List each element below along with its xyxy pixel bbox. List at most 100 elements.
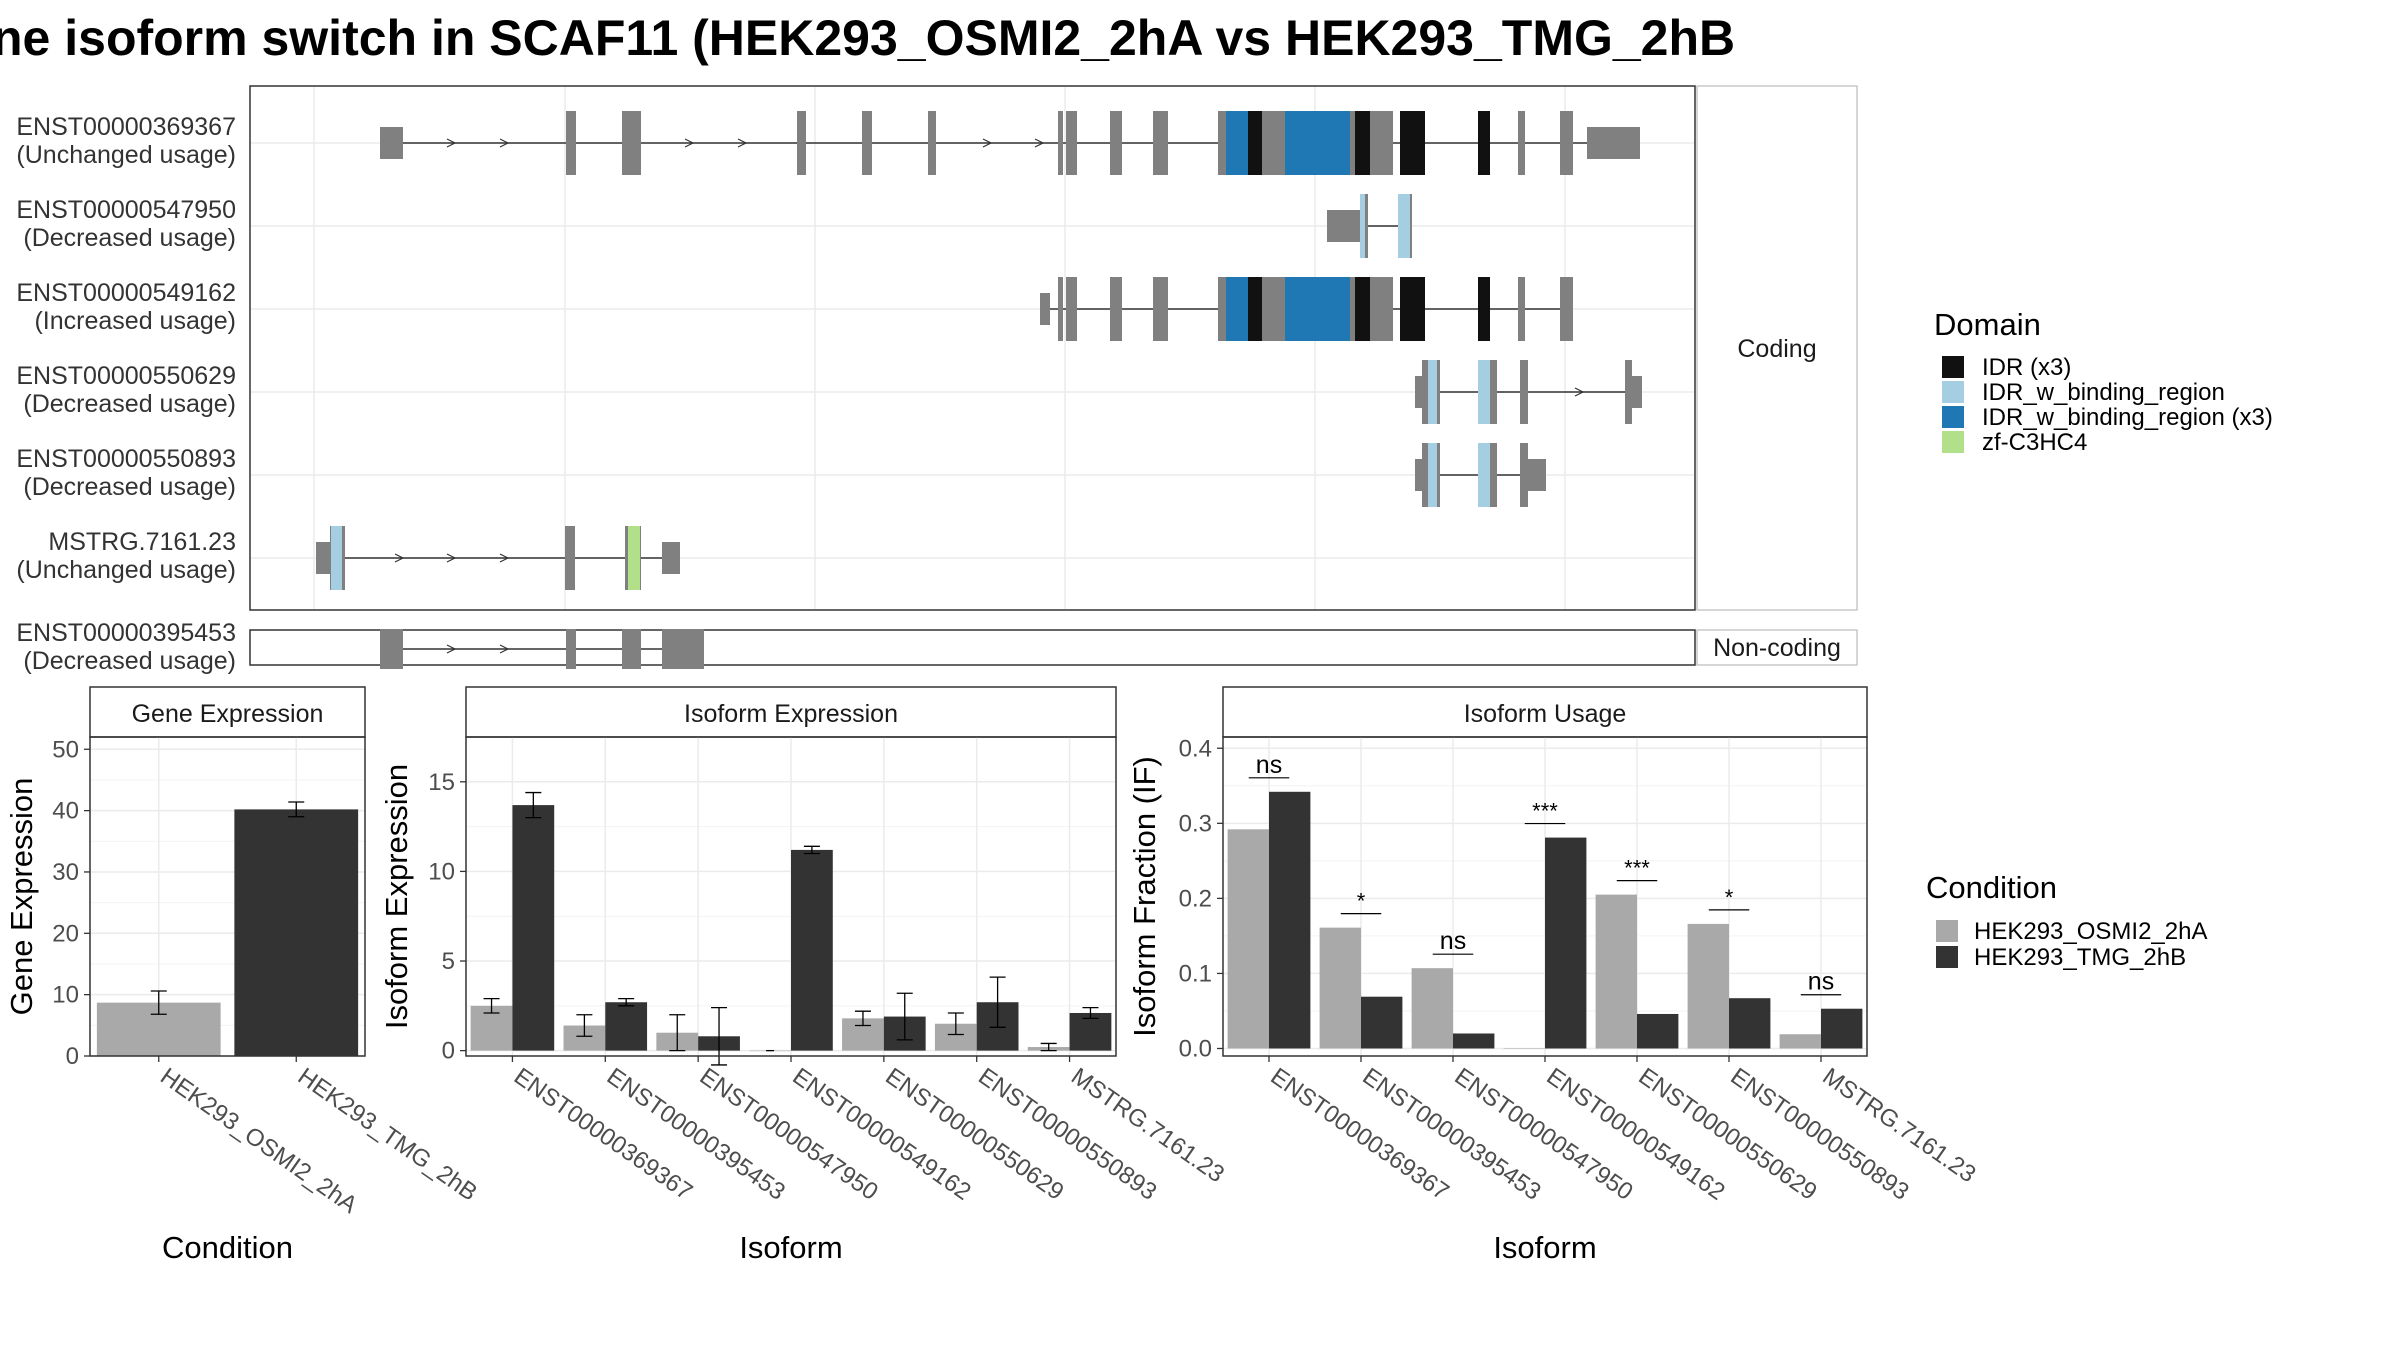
domain-block (1226, 111, 1248, 175)
transcript-id-label: ENST00000547950 (16, 196, 236, 224)
exon (1587, 127, 1640, 159)
legend-key (1942, 381, 1964, 403)
exon (1520, 443, 1528, 507)
transcript-track (1415, 443, 1546, 507)
exon (1066, 111, 1077, 175)
transcript-usage-label: (Unchanged usage) (16, 141, 236, 169)
exon (1415, 459, 1425, 491)
strand-arrow (499, 553, 510, 563)
exon (1327, 210, 1360, 242)
y-tick-label: 0 (66, 1043, 79, 1070)
isoform-expression-chart: Isoform Expression051015ENST00000369367E… (379, 686, 1229, 1265)
transcript-track (1040, 277, 1573, 341)
x-axis-title: Isoform (739, 1230, 842, 1265)
legend-key (1942, 356, 1964, 378)
chart-title: Isoform Expression (684, 700, 898, 728)
y-tick-label: 20 (52, 920, 79, 947)
bar (1779, 1034, 1821, 1049)
coding-strip (1696, 85, 1858, 611)
y-tick-label: 0.2 (1179, 885, 1212, 912)
exon (380, 629, 403, 669)
coding-strip-label: Coding (1737, 335, 1816, 363)
bar (1269, 791, 1311, 1049)
exon (566, 629, 576, 669)
exon (1625, 360, 1632, 424)
bar (1453, 1033, 1495, 1049)
y-tick-label: 40 (52, 798, 79, 825)
strand-arrow (737, 138, 748, 148)
legend-label: HEK293_OSMI2_2hA (1974, 918, 2207, 945)
exon (662, 629, 704, 669)
bar (1821, 1008, 1863, 1049)
bar (1361, 996, 1403, 1049)
legend-label: zf-C3HC4 (1982, 429, 2087, 456)
exon (1066, 277, 1077, 341)
domain-block (1226, 277, 1248, 341)
y-axis-title: Isoform Fraction (IF) (1127, 756, 1162, 1037)
x-axis-title: Isoform (1493, 1230, 1596, 1265)
exon (622, 629, 641, 669)
exon (1153, 111, 1168, 175)
domain-block (1478, 443, 1490, 507)
strand-arrow (446, 138, 457, 148)
transcript-id-label: ENST00000549162 (16, 279, 236, 307)
legend-label: IDR_w_binding_region (1982, 379, 2225, 406)
coding-panel-border (249, 85, 1696, 611)
bar (1687, 923, 1729, 1049)
exon (1153, 277, 1168, 341)
exon (862, 111, 872, 175)
exon (1375, 111, 1393, 175)
legend-key (1936, 946, 1958, 968)
y-tick-label: 10 (52, 982, 79, 1009)
exon (1375, 277, 1393, 341)
chart-strip (89, 686, 366, 738)
exon (566, 111, 576, 175)
chart-title: Isoform Usage (1464, 700, 1627, 728)
transcript-track (380, 629, 704, 669)
exon (1520, 360, 1528, 424)
strand-arrow (1574, 387, 1585, 397)
coding-tracks (316, 111, 1642, 590)
domain-block (1478, 111, 1490, 175)
y-tick-label: 0.1 (1179, 960, 1212, 987)
x-tick-label: MSTRG.7161.23 (1818, 1063, 1981, 1188)
significance-label: * (1725, 885, 1734, 910)
domain-block (1428, 360, 1437, 424)
y-axis-title: Isoform Expression (379, 764, 414, 1029)
domain-block (628, 526, 640, 590)
chart-strip (465, 686, 1117, 738)
noncoding-tracks (380, 629, 704, 669)
strand-arrow (446, 553, 457, 563)
bar (1637, 1013, 1679, 1049)
transcript-id-label: ENST00000550893 (16, 445, 236, 473)
transcript-track (1415, 360, 1642, 424)
noncoding-panel-border (249, 629, 1696, 666)
domain-block (1355, 277, 1370, 341)
significance-label: *** (1532, 799, 1558, 824)
bar (1227, 829, 1269, 1049)
x-axis-title: Condition (162, 1230, 293, 1265)
transcript-usage-label: (Increased usage) (34, 307, 236, 335)
exon (1518, 111, 1525, 175)
chart-strip (1222, 686, 1868, 738)
strand-arrow (1034, 138, 1045, 148)
transcript-usage-label: (Decreased usage) (23, 390, 236, 418)
domain-block (1248, 111, 1262, 175)
y-axis-title: Gene Expression (4, 778, 39, 1016)
transcript-id-label: ENST00000369367 (16, 113, 236, 141)
domain-block (1478, 277, 1490, 341)
domain-block (1355, 111, 1370, 175)
strand-arrow (499, 138, 510, 148)
transcript-usage-label: (Decreased usage) (23, 473, 236, 501)
exon (565, 526, 575, 590)
transcript-labels: ENST00000369367(Unchanged usage) ENST0000… (16, 113, 236, 675)
domain-block (331, 526, 342, 590)
legend-label: HEK293_TMG_2hB (1974, 944, 2186, 971)
strand-arrow (684, 138, 695, 148)
exon (1058, 111, 1063, 175)
x-tick-label: MSTRG.7161.23 (1066, 1063, 1229, 1188)
exon (797, 111, 806, 175)
isoform-usage-chart: Isoform Usagens*ns*******ns0.00.10.20.30… (1127, 686, 1981, 1265)
transcript-track (380, 111, 1640, 175)
